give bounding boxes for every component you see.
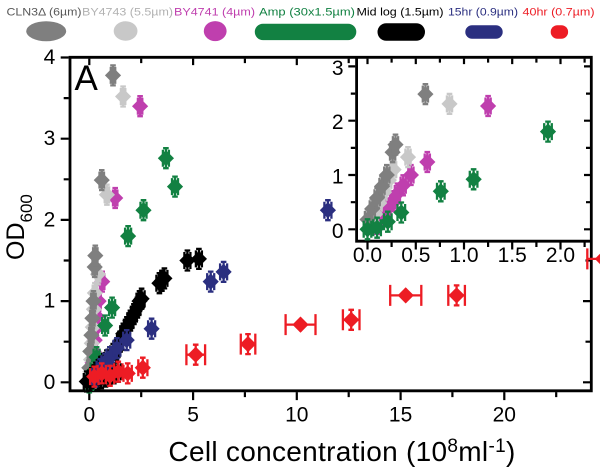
svg-text:20: 20 <box>493 404 516 427</box>
svg-text:Mid log (1.5µm): Mid log (1.5µm) <box>357 6 444 18</box>
svg-text:15hr (0.9µm): 15hr (0.9µm) <box>448 6 518 18</box>
svg-text:5: 5 <box>187 404 199 427</box>
svg-text:1.5: 1.5 <box>498 244 527 267</box>
svg-text:4: 4 <box>44 46 56 69</box>
svg-text:3: 3 <box>332 57 344 80</box>
svg-text:CLN3Δ (6µm): CLN3Δ (6µm) <box>7 6 82 18</box>
svg-text:0.5: 0.5 <box>401 244 430 267</box>
svg-text:0: 0 <box>332 220 344 243</box>
svg-text:2: 2 <box>44 208 56 231</box>
svg-text:Cell concentration (108ml-1): Cell concentration (108ml-1) <box>168 436 515 467</box>
svg-text:BY4741 (4µm): BY4741 (4µm) <box>174 6 255 18</box>
svg-text:1.0: 1.0 <box>449 244 478 267</box>
svg-text:1: 1 <box>44 290 56 313</box>
svg-text:2: 2 <box>332 111 344 134</box>
svg-text:40hr (0.7µm): 40hr (0.7µm) <box>523 6 595 18</box>
svg-text:10: 10 <box>285 404 308 427</box>
svg-text:Amp (30x1.5µm): Amp (30x1.5µm) <box>259 6 355 18</box>
svg-text:2.0: 2.0 <box>546 244 575 267</box>
svg-text:BY4743 (5.5µm): BY4743 (5.5µm) <box>82 6 173 18</box>
svg-text:3: 3 <box>44 127 56 150</box>
svg-text:0.0: 0.0 <box>353 244 382 267</box>
svg-text:0: 0 <box>44 371 56 394</box>
svg-text:0: 0 <box>83 404 95 427</box>
svg-text:15: 15 <box>389 404 412 427</box>
svg-text:A: A <box>75 59 99 98</box>
svg-text:1: 1 <box>332 166 344 189</box>
